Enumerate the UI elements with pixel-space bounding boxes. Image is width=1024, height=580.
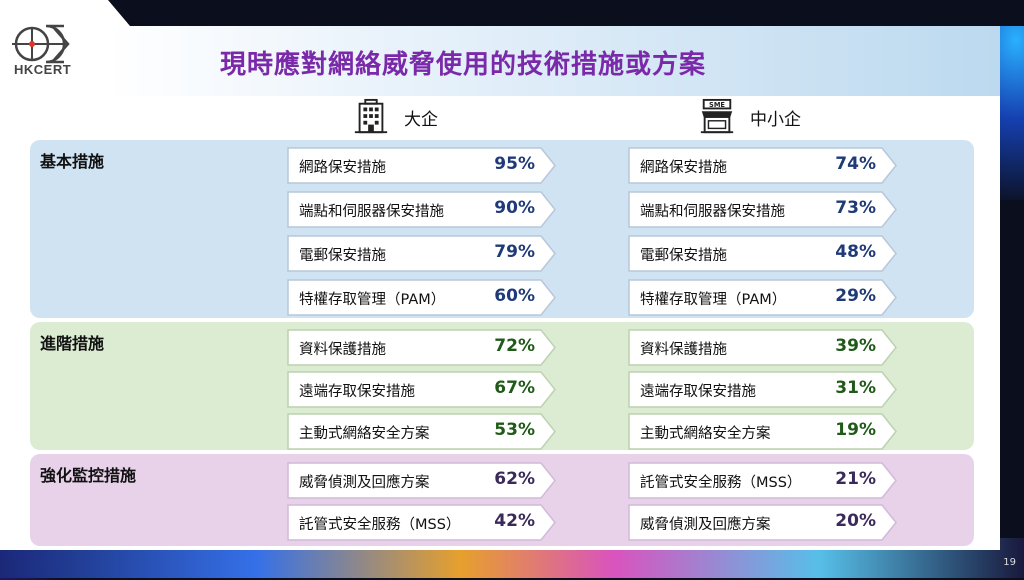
measure-item-sme: 託管式安全服務（MSS） 21%: [628, 462, 898, 499]
measure-percent: 42%: [494, 511, 535, 531]
title-bar: [108, 26, 1000, 96]
measure-item-sme: 遠端存取保安措施 31%: [628, 371, 898, 408]
measure-item-large: 網路保安措施 95%: [287, 147, 557, 184]
item-arrow-shape: [628, 371, 897, 408]
measure-name: 端點和伺服器保安措施: [640, 204, 785, 220]
measure-item-large: 遠端存取保安措施 67%: [287, 371, 557, 408]
item-arrow-shape: [287, 191, 556, 228]
measure-name: 特權存取管理（PAM）: [299, 292, 446, 308]
item-arrow-shape: [287, 462, 556, 499]
group-label: 基本措施: [40, 152, 105, 171]
measure-percent: 29%: [835, 286, 876, 306]
measure-percent: 31%: [835, 378, 876, 398]
item-arrow-shape: [287, 279, 556, 316]
measure-name: 主動式網絡安全方案: [640, 426, 771, 442]
measure-item-sme: 威脅偵測及回應方案 20%: [628, 504, 898, 541]
measure-percent: 73%: [835, 198, 876, 218]
measure-percent: 20%: [835, 511, 876, 531]
column-header-sme: SME 中小企: [698, 98, 801, 136]
item-arrow-shape: [628, 235, 897, 272]
measure-name: 託管式安全服務（MSS）: [299, 517, 461, 533]
measure-item-large: 主動式網絡安全方案 53%: [287, 413, 557, 450]
measure-name: 網路保安措施: [640, 160, 727, 176]
item-arrow-shape: [628, 504, 897, 541]
measure-item-large: 端點和伺服器保安措施 90%: [287, 191, 557, 228]
measure-item-large: 威脅偵測及回應方案 62%: [287, 462, 557, 499]
item-arrow-shape: [287, 329, 556, 366]
measure-item-large: 特權存取管理（PAM） 60%: [287, 279, 557, 316]
item-arrow-shape: [287, 504, 556, 541]
item-arrow-shape: [287, 235, 556, 272]
item-arrow-shape: [628, 413, 897, 450]
item-arrow-shape: [628, 329, 897, 366]
measure-name: 威脅偵測及回應方案: [640, 517, 771, 533]
measure-percent: 19%: [835, 420, 876, 440]
measure-item-sme: 特權存取管理（PAM） 29%: [628, 279, 898, 316]
measure-name: 威脅偵測及回應方案: [299, 475, 430, 491]
column-label-sme: 中小企: [750, 109, 801, 130]
measure-name: 託管式安全服務（MSS）: [640, 475, 802, 491]
measure-percent: 21%: [835, 469, 876, 489]
measure-percent: 79%: [494, 242, 535, 262]
measure-percent: 90%: [494, 198, 535, 218]
measure-name: 電郵保安措施: [640, 248, 727, 264]
measure-name: 遠端存取保安措施: [640, 384, 756, 400]
measure-item-sme: 端點和伺服器保安措施 73%: [628, 191, 898, 228]
measure-percent: 60%: [494, 286, 535, 306]
measure-name: 網路保安措施: [299, 160, 386, 176]
column-header-large: 大企: [352, 98, 438, 136]
group-label: 進階措施: [40, 334, 105, 353]
measure-name: 特權存取管理（PAM）: [640, 292, 787, 308]
item-arrow-shape: [287, 147, 556, 184]
measure-item-sme: 網路保安措施 74%: [628, 147, 898, 184]
measure-name: 端點和伺服器保安措施: [299, 204, 444, 220]
measure-percent: 62%: [494, 469, 535, 489]
item-arrow-shape: [628, 279, 897, 316]
measure-item-sme: 資料保護措施 39%: [628, 329, 898, 366]
measure-percent: 74%: [835, 154, 876, 174]
measure-percent: 72%: [494, 336, 535, 356]
measure-item-large: 資料保護措施 72%: [287, 329, 557, 366]
measure-percent: 95%: [494, 154, 535, 174]
measure-item-large: 託管式安全服務（MSS） 42%: [287, 504, 557, 541]
item-arrow-shape: [628, 462, 897, 499]
group-label: 強化監控措施: [40, 466, 137, 485]
measure-item-sme: 電郵保安措施 48%: [628, 235, 898, 272]
item-arrow-shape: [287, 371, 556, 408]
measure-percent: 39%: [835, 336, 876, 356]
office-building-icon: [354, 98, 388, 134]
measure-percent: 53%: [494, 420, 535, 440]
item-arrow-shape: [628, 147, 897, 184]
sme-shop-icon: SME: [700, 98, 734, 134]
measure-item-large: 電郵保安措施 79%: [287, 235, 557, 272]
sme-sign-text: SME: [709, 101, 725, 109]
page-title: 現時應對網絡威脅使用的技術措施或方案: [220, 50, 707, 80]
item-arrow-shape: [628, 191, 897, 228]
measure-name: 電郵保安措施: [299, 248, 386, 264]
measure-name: 資料保護措施: [299, 342, 386, 358]
hkcert-logo-icon: [12, 24, 70, 64]
item-arrow-shape: [287, 413, 556, 450]
measure-percent: 67%: [494, 378, 535, 398]
logo-text: HKCERT: [14, 62, 72, 77]
measure-item-sme: 主動式網絡安全方案 19%: [628, 413, 898, 450]
page-number: 19: [1003, 557, 1016, 568]
measure-percent: 48%: [835, 242, 876, 262]
measure-name: 遠端存取保安措施: [299, 384, 415, 400]
measure-name: 資料保護措施: [640, 342, 727, 358]
column-label-large: 大企: [404, 109, 438, 130]
measure-name: 主動式網絡安全方案: [299, 426, 430, 442]
